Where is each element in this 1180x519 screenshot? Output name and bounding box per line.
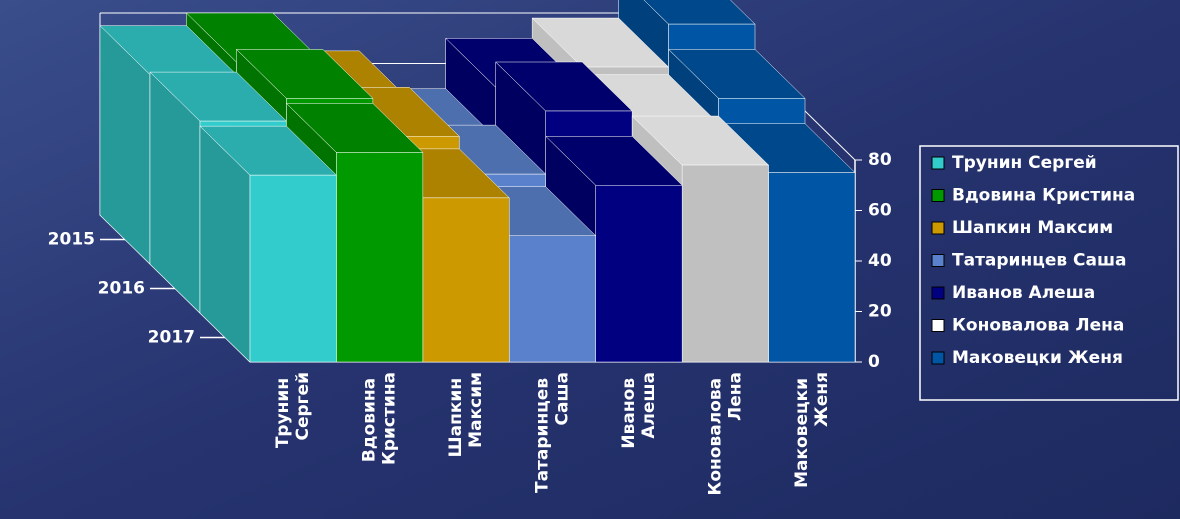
depth-label: 2016: [98, 279, 145, 299]
legend-label: Иванов Алеша: [952, 283, 1095, 303]
y-tick-label: 20: [868, 302, 892, 322]
legend-label: Коновалова Лена: [952, 316, 1124, 336]
legend-swatch: [931, 286, 945, 300]
x-tick-label: Татаринцев Саша: [533, 372, 573, 493]
x-tick-label-line: Иванов: [619, 372, 639, 449]
x-tick-label-line: Лена: [725, 372, 745, 421]
legend-label: Маковецки Женя: [952, 348, 1123, 368]
legend-swatch: [931, 319, 945, 332]
x-tick-label-line: Кристина: [380, 372, 400, 465]
depth-label: 2015: [48, 230, 95, 250]
x-tick-label-line: Татаринцев: [533, 372, 553, 493]
slab-front: [595, 185, 683, 363]
legend-swatch: [931, 189, 945, 202]
x-tick-label: Иванов Алеша: [619, 372, 659, 449]
x-tick-label-line: Коновалова: [705, 372, 725, 496]
x-tick-label-line: Женя: [812, 372, 832, 427]
legend-box: [919, 145, 1179, 401]
legend-label: Татаринцев Саша: [952, 251, 1127, 271]
x-tick-label: Маковецки Женя: [792, 372, 832, 488]
x-tick-label-line: Вдовина: [360, 372, 380, 462]
slab-front: [681, 164, 769, 363]
legend-label: Вдовина Кристина: [952, 186, 1135, 206]
slab-front: [768, 172, 856, 363]
legend-swatch: [931, 351, 945, 365]
slab-front: [422, 197, 510, 363]
x-tick-label-line: Саша: [553, 372, 573, 425]
slab-front: [249, 174, 337, 363]
slab: [199, 125, 338, 363]
y-tick-label: 80: [868, 150, 892, 170]
legend-swatch: [931, 156, 945, 170]
x-tick-label-line: Максим: [466, 372, 486, 448]
x-tick-label: Трунин Сергей: [273, 372, 313, 448]
legend-label: Трунин Сергей: [952, 153, 1097, 173]
x-tick-label-line: Маковецки: [792, 372, 812, 488]
x-tick-label-line: Трунин: [273, 372, 293, 448]
x-tick-label-line: Шапкин: [446, 372, 466, 457]
x-tick-label: Шапкин Максим: [446, 372, 486, 457]
y-tick-label: 40: [868, 251, 892, 271]
depth-label: 2017: [148, 328, 195, 348]
x-tick-label-line: Сергей: [293, 372, 313, 441]
y-tick-label: 60: [868, 201, 892, 221]
legend-label: Шапкин Максим: [952, 218, 1113, 238]
x-tick-label: Коновалова Лена: [705, 372, 745, 496]
legend-swatch: [931, 254, 945, 267]
slab-front: [336, 152, 424, 363]
slab-front: [509, 235, 596, 363]
x-tick-label-line: Алеша: [639, 372, 659, 439]
x-tick-label: Вдовина Кристина: [360, 372, 400, 465]
y-tick-label: 0: [868, 352, 880, 372]
legend-swatch: [931, 221, 945, 235]
